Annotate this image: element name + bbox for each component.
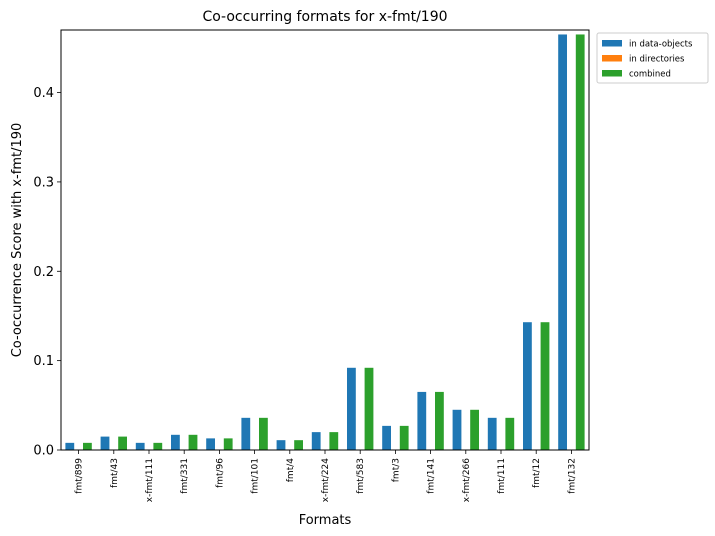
legend-label: in data-objects	[629, 40, 693, 50]
bar-combined-8	[364, 367, 374, 450]
bar-combined-14	[575, 34, 585, 451]
bars-group	[65, 34, 585, 451]
legend-label: in directories	[629, 55, 685, 65]
x-tick-label: x-fmt/224	[321, 458, 331, 503]
x-tick-label: fmt/101	[251, 458, 261, 494]
bar-combined-7	[329, 432, 339, 450]
legend-swatch	[602, 55, 622, 62]
bar-in-data-objects-11	[452, 409, 462, 450]
legend-swatch	[602, 70, 622, 77]
legend-swatch	[602, 40, 622, 47]
bar-combined-11	[470, 409, 479, 450]
x-tick-label: x-fmt/266	[462, 458, 472, 503]
x-tick-label: fmt/899	[75, 458, 85, 494]
bar-in-data-objects-10	[417, 391, 427, 450]
bar-in-data-objects-5	[241, 417, 251, 450]
x-tick-label: fmt/132	[567, 458, 577, 494]
bar-combined-12	[505, 417, 515, 450]
bar-combined-2	[153, 442, 163, 450]
x-tick-label: fmt/3	[391, 458, 401, 482]
x-tick-label: fmt/141	[427, 458, 437, 494]
legend-frame	[596, 32, 709, 84]
bar-in-data-objects-9	[382, 425, 391, 450]
legend: in data-objects in directories combined	[596, 32, 709, 84]
plot-frame	[60, 29, 590, 451]
x-tick-label: fmt/111	[497, 458, 507, 494]
y-tick-label: 0.3	[33, 175, 54, 190]
bar-combined-4	[223, 438, 233, 450]
bar-in-data-objects-13	[523, 322, 532, 450]
x-tick-label: fmt/331	[180, 458, 190, 494]
bar-in-data-objects-6	[276, 440, 286, 450]
bar-combined-0	[83, 442, 92, 450]
bar-in-data-objects-1	[100, 436, 110, 450]
x-tick-label: x-fmt/111	[145, 458, 155, 502]
bar-in-data-objects-14	[558, 34, 567, 451]
bar-combined-6	[294, 440, 303, 450]
bar-combined-13	[540, 322, 550, 450]
y-tick-label: 0.1	[33, 354, 54, 369]
x-axis: fmt/899 fmt/43 x-fmt/111 fmt/331 fmt/96 fmt/1…	[75, 450, 577, 503]
bar-in-data-objects-3	[171, 434, 180, 450]
bar-in-data-objects-8	[347, 367, 356, 450]
bar-in-data-objects-2	[135, 442, 145, 450]
y-tick-label: 0.2	[33, 265, 54, 280]
legend-label: combined	[629, 70, 671, 80]
bar-in-data-objects-7	[311, 432, 321, 450]
y-tick-label: 0.0	[33, 444, 54, 459]
bar-combined-1	[118, 436, 127, 450]
bar-in-data-objects-12	[487, 417, 497, 450]
bar-combined-9	[399, 425, 409, 450]
y-axis-label: Co-occurrence Score with x-fmt/190	[10, 123, 25, 358]
bar-combined-10	[435, 391, 444, 450]
bar-in-data-objects-0	[65, 442, 75, 450]
x-axis-label: Formats	[299, 513, 352, 528]
y-tick-label: 0.4	[33, 86, 54, 101]
x-tick-label: fmt/583	[356, 458, 366, 494]
x-tick-label: fmt/43	[110, 458, 120, 488]
x-tick-label: fmt/12	[532, 458, 542, 488]
x-tick-label: fmt/96	[215, 458, 225, 488]
y-axis: 0.0 0.1 0.2 0.3 0.4	[33, 86, 61, 459]
x-tick-label: fmt/4	[286, 458, 296, 482]
chart-title: Co-occurring formats for x-fmt/190	[202, 9, 447, 25]
bar-combined-5	[259, 417, 268, 450]
bar-in-data-objects-4	[206, 438, 215, 450]
bar-combined-3	[188, 434, 198, 450]
